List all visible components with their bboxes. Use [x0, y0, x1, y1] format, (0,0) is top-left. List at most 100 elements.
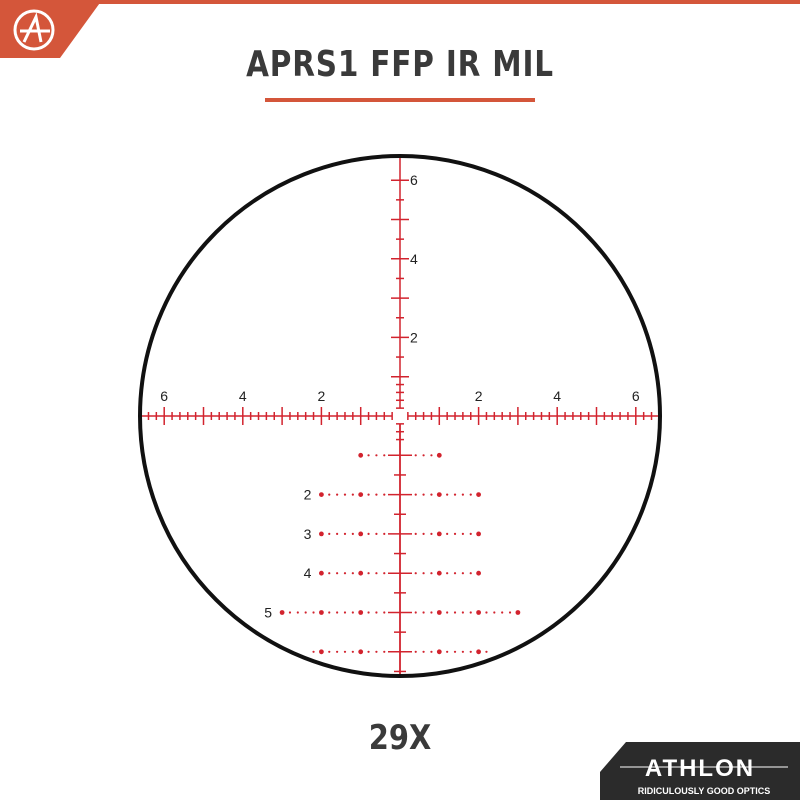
holdover-dot-minor	[461, 650, 464, 653]
holdover-dot-minor	[469, 611, 472, 614]
holdover-dot-minor	[343, 532, 347, 536]
reticle-label: 4	[410, 251, 418, 267]
holdover-dot-major	[319, 649, 324, 655]
holdover-dot-major	[358, 649, 364, 655]
holdover-dot-minor	[414, 532, 417, 536]
holdover-dot-minor	[446, 532, 449, 536]
holdover-dot-major	[319, 531, 324, 537]
athlon-corner-logo	[0, 0, 102, 58]
holdover-dot-minor	[328, 611, 331, 614]
holdover-dot-minor	[343, 493, 347, 496]
holdover-dot-minor	[446, 650, 449, 653]
holdover-dot-major	[476, 610, 481, 615]
holdover-dot-major	[436, 531, 442, 537]
holdover-dot-major	[358, 452, 364, 458]
holdover-dot-minor	[422, 532, 425, 536]
holdover-dot-minor	[430, 493, 433, 496]
holdover-dot-minor	[414, 611, 417, 614]
holdover-dot-minor	[383, 454, 386, 457]
holdover-dot-major	[515, 610, 521, 615]
holdover-dot-minor	[375, 493, 378, 496]
holdover-dot-minor	[336, 493, 339, 496]
reticle-label: 6	[160, 388, 168, 404]
holdover-dot-major	[358, 610, 364, 615]
holdover-dot-minor	[296, 611, 299, 614]
holdover-dot-minor	[312, 650, 315, 653]
holdover-dot-minor	[469, 493, 472, 496]
holdover-dot-minor	[469, 532, 472, 536]
holdover-dot-minor	[375, 532, 378, 536]
holdover-dot-minor	[422, 493, 425, 496]
holdover-dot-minor	[328, 572, 331, 575]
holdover-dot-minor	[461, 572, 464, 575]
holdover-dot-major	[279, 610, 285, 615]
holdover-dot-minor	[414, 650, 417, 653]
holdover-dot-minor	[343, 572, 347, 575]
holdover-dot-major	[476, 570, 481, 576]
holdover-dot-minor	[501, 611, 504, 614]
holdover-dot-minor	[343, 611, 347, 614]
holdover-dot-minor	[430, 611, 433, 614]
holdover-dot-minor	[312, 611, 315, 614]
reticle-label: 4	[239, 388, 247, 404]
holdover-dot-major	[319, 610, 324, 615]
reticle-label: 6	[632, 388, 640, 404]
holdover-dot-minor	[453, 650, 457, 653]
holdover-dot-minor	[485, 650, 488, 653]
holdover-dot-minor	[430, 454, 433, 457]
holdover-dot-major	[476, 649, 481, 655]
holdover-dot-minor	[336, 611, 339, 614]
holdover-dot-minor	[328, 532, 331, 536]
holdover-dot-minor	[328, 650, 331, 653]
holdover-dot-minor	[461, 611, 464, 614]
holdover-dot-minor	[367, 493, 370, 496]
holdover-dot-minor	[375, 611, 378, 614]
scope-field-circle	[138, 154, 662, 678]
holdover-dot-major	[358, 492, 364, 497]
holdover-dot-minor	[304, 611, 307, 614]
holdover-dot-minor	[493, 611, 496, 614]
holdover-dot-minor	[336, 650, 339, 653]
holdover-dot-minor	[383, 532, 386, 536]
brand-name: ATHLON	[645, 755, 755, 782]
holdover-dot-major	[436, 492, 442, 497]
holdover-dot-minor	[422, 650, 425, 653]
reticle-label: 2	[304, 487, 312, 503]
holdover-dot-minor	[375, 454, 378, 457]
holdover-dot-minor	[288, 611, 292, 614]
holdover-dot-minor	[414, 454, 417, 457]
holdover-dot-minor	[336, 532, 339, 536]
holdover-dot-minor	[430, 532, 433, 536]
holdover-dot-major	[319, 570, 324, 576]
reticle-label: 5	[264, 605, 272, 621]
holdover-dot-minor	[508, 611, 512, 614]
holdover-dot-major	[436, 452, 442, 458]
holdover-dot-minor	[422, 572, 425, 575]
holdover-dot-minor	[367, 532, 370, 536]
athlon-brand-panel: ATHLON RIDICULOUSLY GOOD OPTICS	[600, 742, 800, 800]
holdover-dot-minor	[367, 611, 370, 614]
holdover-dot-minor	[453, 532, 457, 536]
holdover-dot-minor	[367, 650, 370, 653]
reticle-label: 2	[318, 388, 326, 404]
holdover-dot-major	[436, 570, 442, 576]
holdover-dot-minor	[343, 650, 347, 653]
holdover-dot-minor	[461, 493, 464, 496]
holdover-dot-minor	[446, 572, 449, 575]
holdover-dot-minor	[351, 493, 354, 496]
holdover-dot-minor	[453, 572, 457, 575]
holdover-dot-minor	[383, 572, 386, 575]
holdover-dot-minor	[351, 650, 354, 653]
holdover-dot-minor	[446, 493, 449, 496]
holdover-dot-minor	[446, 611, 449, 614]
title-underline	[265, 98, 535, 102]
holdover-dot-minor	[328, 493, 331, 496]
holdover-dot-major	[436, 610, 442, 615]
holdover-dot-minor	[414, 572, 417, 575]
holdover-dot-minor	[461, 532, 464, 536]
holdover-dot-minor	[367, 572, 370, 575]
holdover-dot-major	[436, 649, 442, 655]
holdover-dot-minor	[383, 650, 386, 653]
reticle-label: 4	[553, 388, 561, 404]
